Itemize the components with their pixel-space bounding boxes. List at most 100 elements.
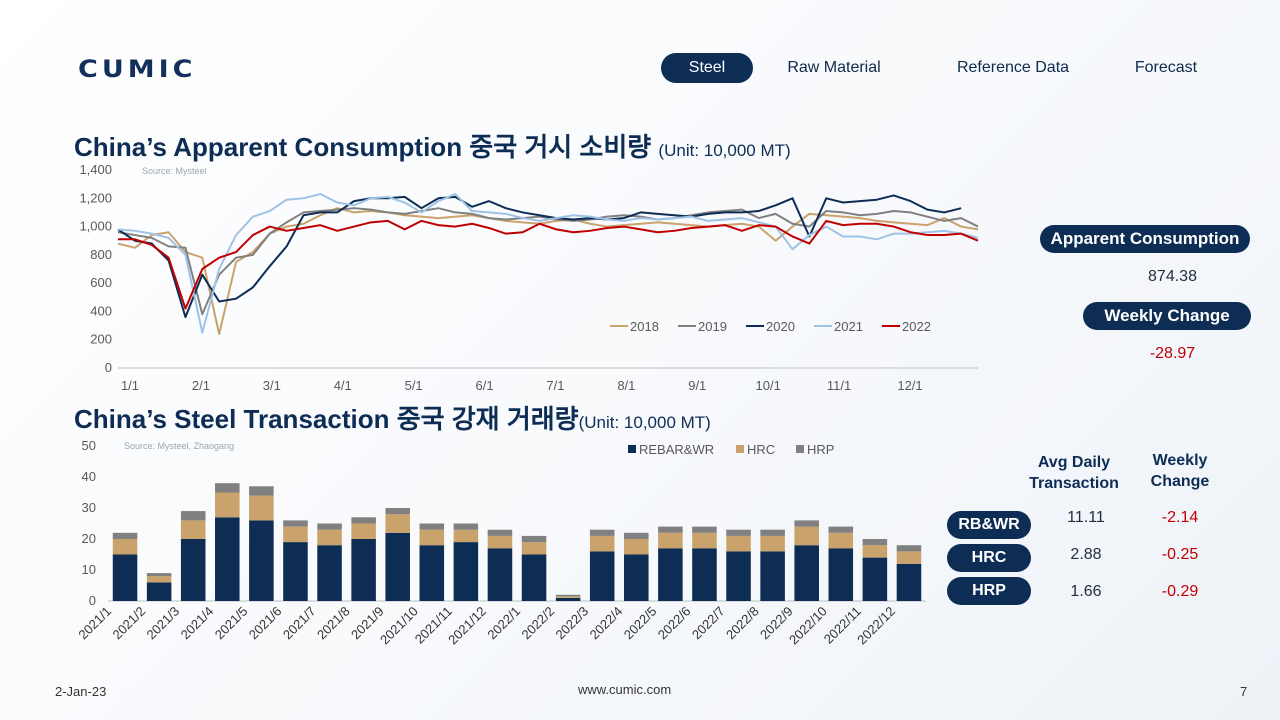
x-tick-label: 2021/6 bbox=[246, 604, 285, 643]
bar-segment-rebarwr bbox=[112, 554, 138, 601]
legend-label: REBAR&WR bbox=[639, 442, 714, 457]
bar-segment-hrc bbox=[283, 526, 308, 543]
nav-tab-reference-data[interactable]: Reference Data bbox=[956, 59, 1070, 76]
nav-tab-raw-material[interactable]: Raw Material bbox=[787, 59, 881, 76]
bar-segment-hrp bbox=[215, 483, 240, 493]
y-tick-label: 600 bbox=[90, 275, 112, 290]
consumption-title-text: China’s Apparent Consumption 중국 거시 소비량 bbox=[74, 132, 652, 162]
y-tick-label: 200 bbox=[90, 332, 112, 347]
bar-segment-hrp bbox=[385, 508, 410, 515]
consumption-source: Source: Mysteel bbox=[142, 166, 207, 176]
bar-segment-hrc bbox=[589, 535, 615, 552]
bar-segment-hrc bbox=[351, 523, 376, 539]
hrp-change-value: -0.29 bbox=[1161, 583, 1199, 600]
x-tick-label: 2021/3 bbox=[144, 604, 183, 643]
bar-segment-hrp bbox=[487, 529, 513, 536]
legend-label: HRP bbox=[807, 442, 834, 457]
x-tick-label: 2021/2 bbox=[109, 604, 148, 643]
bar-segment-hrc bbox=[249, 495, 274, 521]
x-tick-label: 7/1 bbox=[546, 378, 564, 393]
bar-segment-hrc bbox=[658, 532, 683, 549]
x-tick-label: 9/1 bbox=[688, 378, 706, 393]
bar-segment-rebarwr bbox=[692, 548, 717, 601]
bar-segment-hrp bbox=[249, 486, 274, 496]
bar-segment-hrp bbox=[624, 532, 649, 539]
transaction-source: Source: Mysteel, Zhaogang bbox=[124, 441, 234, 451]
x-tick-label: 2021/10 bbox=[377, 604, 421, 648]
weekly-change-value: -28.97 bbox=[1149, 345, 1196, 362]
row-label-hrc: HRC bbox=[947, 544, 1031, 572]
bar-segment-rebarwr bbox=[658, 548, 683, 601]
y-tick-label: 0 bbox=[105, 360, 112, 375]
bar-segment-hrc bbox=[180, 520, 206, 539]
footer-url[interactable]: www.cumic.com bbox=[578, 682, 672, 697]
bar-segment-rebarwr bbox=[419, 545, 445, 601]
avg-daily-header: Avg Daily Transaction bbox=[1029, 454, 1119, 492]
x-tick-label: 2022/6 bbox=[655, 604, 694, 643]
bar-segment-hrc bbox=[692, 532, 717, 549]
bar-segment-rebarwr bbox=[589, 551, 615, 601]
bar-segment-rebarwr bbox=[794, 545, 819, 601]
bar-segment-hrp bbox=[521, 535, 547, 543]
bar-segment-hrc bbox=[862, 545, 888, 558]
consumption-unit: (Unit: 10,000 MT) bbox=[658, 141, 791, 160]
y-tick-label: 800 bbox=[90, 247, 112, 262]
series-line-2022 bbox=[118, 219, 979, 310]
y-tick-label: 1,200 bbox=[79, 190, 112, 205]
y-tick-label: 30 bbox=[82, 500, 96, 515]
bar-segment-hrp bbox=[726, 529, 751, 536]
apparent-consumption-value: 874.38 bbox=[1148, 268, 1197, 285]
bar-segment-rebarwr bbox=[249, 520, 274, 601]
hrp-avg-value: 1.66 bbox=[1070, 583, 1102, 600]
nav-tab-steel[interactable]: Steel bbox=[661, 53, 753, 83]
x-tick-label: 11/1 bbox=[827, 378, 851, 393]
bar-segment-rebarwr bbox=[215, 517, 240, 601]
bar-segment-rebarwr bbox=[555, 597, 581, 601]
y-tick-label: 10 bbox=[82, 562, 96, 577]
legend-label: HRC bbox=[747, 442, 775, 457]
x-tick-label: 1/1 bbox=[121, 378, 139, 393]
bar-segment-hrp bbox=[760, 529, 785, 536]
bar-segment-rebarwr bbox=[624, 554, 649, 601]
x-tick-label: 2021/12 bbox=[445, 604, 489, 648]
bar-segment-rebarwr bbox=[385, 532, 410, 601]
legend-swatch-hrc bbox=[736, 445, 744, 453]
bar-segment-hrc bbox=[896, 551, 922, 564]
bar-segment-hrp bbox=[896, 545, 922, 552]
x-tick-label: 12/1 bbox=[897, 378, 922, 393]
bar-segment-hrc bbox=[487, 535, 513, 549]
y-tick-label: 1,000 bbox=[79, 219, 112, 234]
bar-segment-hrp bbox=[112, 532, 138, 539]
x-tick-label: 2022/10 bbox=[786, 604, 830, 648]
legend-label: 2021 bbox=[834, 319, 863, 334]
nav-tab-forecast[interactable]: Forecast bbox=[1134, 59, 1198, 76]
y-tick-label: 50 bbox=[82, 438, 96, 453]
y-tick-label: 1,400 bbox=[79, 162, 112, 177]
legend-label: 2022 bbox=[902, 319, 931, 334]
consumption-title: China’s Apparent Consumption 중국 거시 소비량 (… bbox=[74, 127, 791, 164]
x-tick-label: 2022/5 bbox=[621, 604, 660, 643]
x-tick-label: 6/1 bbox=[476, 378, 494, 393]
x-tick-label: 10/1 bbox=[756, 378, 781, 393]
bar-segment-rebarwr bbox=[760, 551, 785, 601]
bar-segment-rebarwr bbox=[283, 542, 308, 601]
transaction-bar-chart: Source: Mysteel, Zhaogang 0 10 20 30 40 50 202… bbox=[75, 438, 926, 648]
x-tick-label: 2022/4 bbox=[587, 604, 626, 643]
bar-segment-rebarwr bbox=[146, 582, 172, 601]
hrc-avg-value: 2.88 bbox=[1070, 546, 1102, 563]
bar-segment-hrp bbox=[862, 539, 888, 546]
x-tick-label: 2022/3 bbox=[553, 604, 592, 643]
hrc-change-value: -0.25 bbox=[1161, 546, 1199, 563]
apparent-consumption-badge: Apparent Consumption bbox=[1040, 225, 1250, 253]
rbwr-change-value: -2.14 bbox=[1161, 509, 1199, 526]
bar-segment-hrp bbox=[146, 573, 172, 577]
bar-segment-hrp bbox=[453, 523, 479, 530]
consumption-line-chart: Source: Mysteel 0 200 400 600 800 1,000 1,200 1… bbox=[79, 162, 979, 393]
row-label-hrp: HRP bbox=[947, 577, 1031, 605]
bar-segment-hrc bbox=[726, 535, 751, 552]
bar-segment-hrp bbox=[828, 526, 854, 533]
bar-segment-hrc bbox=[453, 529, 479, 543]
y-tick-label: 0 bbox=[89, 593, 96, 608]
bar-segment-rebarwr bbox=[862, 557, 888, 601]
legend-label: 2020 bbox=[766, 319, 795, 334]
